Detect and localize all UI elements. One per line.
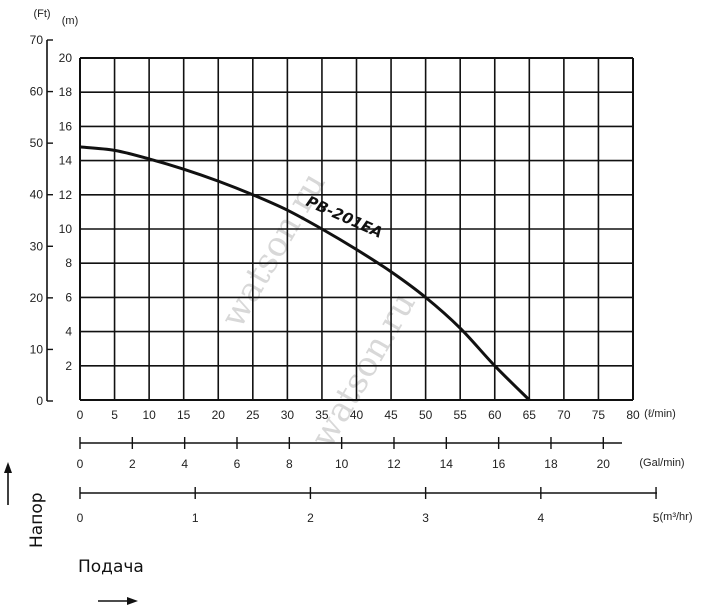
m3-tick-label: 1 <box>192 511 199 525</box>
y-tick-m-label: 16 <box>59 119 73 133</box>
m3-axis: 0 1 2 3 4 5 (m³/hr) <box>77 487 693 525</box>
gal-tick-label: 14 <box>440 457 454 471</box>
x-tick-lmin-label: 0 <box>77 408 84 422</box>
y-tick-ft-label: 40 <box>30 188 44 202</box>
m3-tick-label: 0 <box>77 511 84 525</box>
gal-unit: (Gal/min) <box>639 457 684 469</box>
y-tick-ft-label: 50 <box>30 136 44 150</box>
gal-tick-label: 8 <box>286 457 293 471</box>
m3-tick-label: 2 <box>307 511 314 525</box>
gal-tick-label: 10 <box>335 457 349 471</box>
flow-label: Подача <box>78 557 144 577</box>
x-tick-lmin-label: 35 <box>315 408 329 422</box>
gal-tick-label: 16 <box>492 457 506 471</box>
head-label-text: Напор <box>27 492 47 548</box>
y-unit-ft: (Ft) <box>33 8 50 20</box>
series-line-pb-201ea <box>79 145 531 402</box>
y-tick-ft-label: 0 <box>36 394 43 408</box>
y-tick-m-label: 8 <box>65 256 72 270</box>
y-tick-m-label: 20 <box>59 51 73 65</box>
m3-tick-label: 4 <box>537 511 544 525</box>
x-tick-lmin-label: 15 <box>177 408 191 422</box>
y-unit-m: (m) <box>62 15 79 27</box>
gal-tick-label: 4 <box>181 457 188 471</box>
head-arrow-icon <box>4 462 12 505</box>
x-tick-lmin-label: 10 <box>142 408 156 422</box>
y-tick-m-label: 2 <box>65 359 72 373</box>
gal-tick-label: 6 <box>234 457 241 471</box>
y-tick-m-label: 4 <box>65 325 72 339</box>
x-tick-lmin-label: 20 <box>212 408 226 422</box>
y-tick-ft-label: 30 <box>30 239 44 253</box>
x-tick-lmin-label: 30 <box>281 408 295 422</box>
y-tick-ft-label: 70 <box>30 33 44 47</box>
y-tick-m-label: 18 <box>59 85 73 99</box>
y-tick-m-label: 14 <box>59 154 73 168</box>
y-tick-m-label: 6 <box>65 290 72 304</box>
gal-axis: 0 2 4 6 8 10 12 14 16 18 20 (Gal/min) <box>77 437 685 471</box>
m-axis: 2 4 6 8 10 12 14 16 18 20 (m) <box>59 15 79 373</box>
x-unit-lmin: (ℓ/min) <box>644 408 676 420</box>
flow-arrow-icon <box>98 597 138 605</box>
gal-tick-label: 12 <box>387 457 401 471</box>
head-label: Напор <box>27 492 47 548</box>
x-tick-lmin-label: 25 <box>246 408 260 422</box>
series-label: PB-201EA <box>303 192 385 242</box>
x-tick-lmin-label: 60 <box>488 408 502 422</box>
gal-tick-label: 20 <box>597 457 611 471</box>
watermark-text: watson.ru <box>213 166 334 335</box>
x-tick-lmin-label: 55 <box>454 408 468 422</box>
y-tick-m-label: 12 <box>59 188 73 202</box>
x-tick-lmin-label: 75 <box>592 408 606 422</box>
lmin-axis: 0 5 10 15 20 25 30 35 40 45 50 55 60 65 70 75 80 (ℓ/min) <box>77 408 676 422</box>
y-tick-m-label: 10 <box>59 222 73 236</box>
x-tick-lmin-label: 65 <box>523 408 537 422</box>
m3-tick-label: 5 <box>653 511 660 525</box>
ft-axis: 0 10 20 30 40 50 60 70 (Ft) <box>30 8 53 408</box>
x-tick-lmin-label: 50 <box>419 408 433 422</box>
gal-tick-label: 18 <box>544 457 558 471</box>
m3-unit: (m³/hr) <box>660 511 693 523</box>
gal-tick-label: 0 <box>77 457 84 471</box>
y-tick-ft-label: 20 <box>30 291 44 305</box>
x-tick-lmin-label: 45 <box>384 408 398 422</box>
x-tick-lmin-label: 5 <box>111 408 118 422</box>
m3-tick-label: 3 <box>422 511 429 525</box>
x-tick-lmin-label: 80 <box>626 408 640 422</box>
x-tick-lmin-label: 70 <box>557 408 571 422</box>
y-tick-ft-label: 10 <box>30 342 44 356</box>
gal-tick-label: 2 <box>129 457 136 471</box>
y-tick-ft-label: 60 <box>30 85 44 99</box>
x-tick-lmin-label: 40 <box>350 408 364 422</box>
